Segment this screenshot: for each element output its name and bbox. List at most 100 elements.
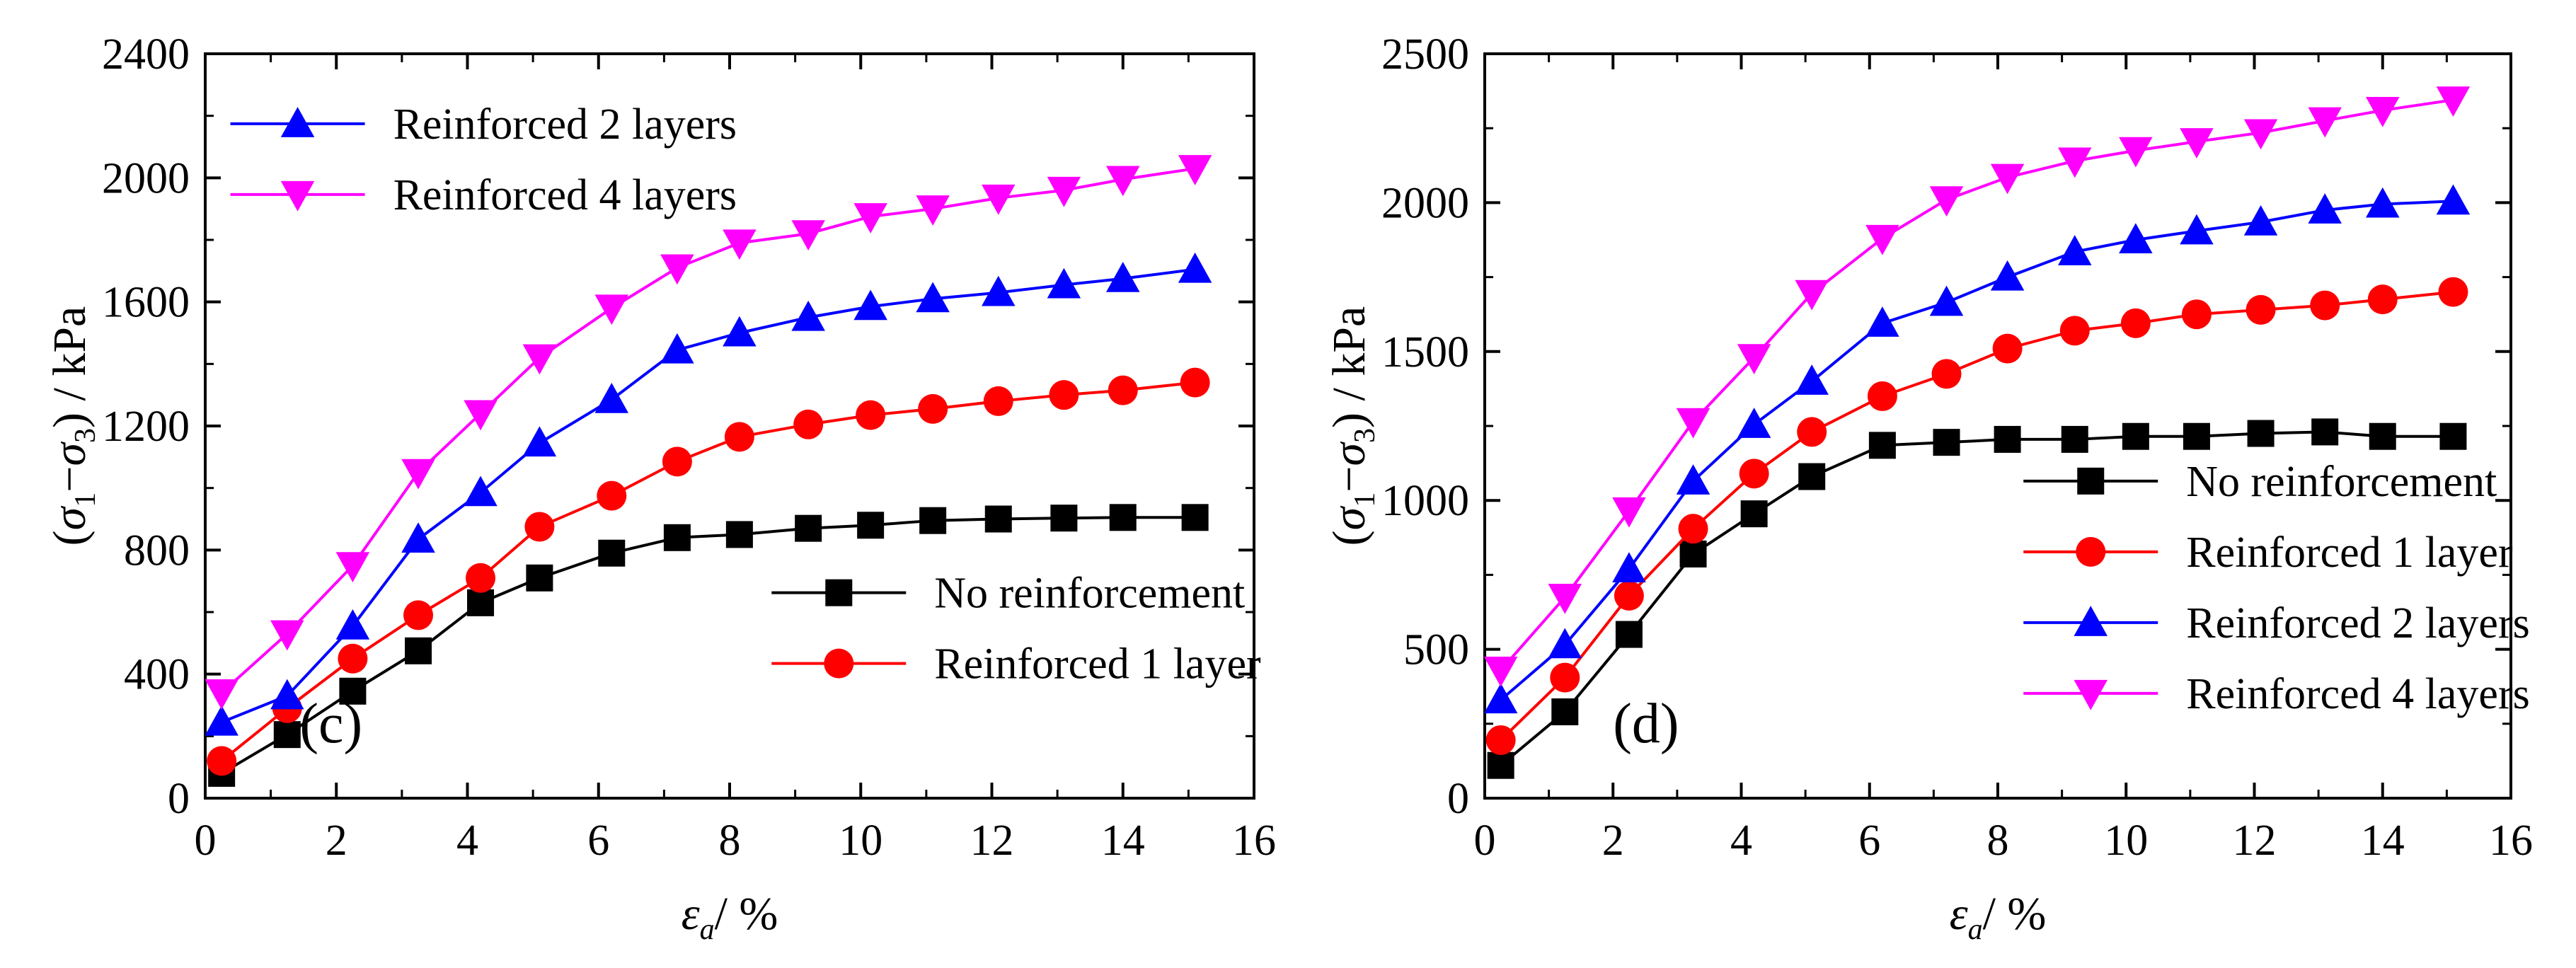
legend-item: Reinforced 2 layers: [230, 100, 737, 149]
data-point: [1798, 463, 1826, 490]
legend-item: Reinforced 1 layer: [771, 640, 1261, 688]
panel-label: (d): [1613, 693, 1679, 755]
legend-bottom-right: No reinforcement Reinforced 1 layer Reinfo…: [2023, 458, 2530, 718]
data-point: [1990, 163, 2025, 195]
y-axis-paren: (: [1323, 530, 1375, 546]
y-tick-label: 1500: [1381, 328, 1469, 376]
data-point: [1550, 662, 1580, 693]
data-point: [1050, 505, 1078, 532]
data-point: [660, 333, 694, 364]
data-point: [335, 552, 370, 582]
y-axis-sigma1: σ: [1323, 505, 1375, 530]
data-point: [405, 637, 432, 664]
data-point: [1109, 504, 1137, 531]
data-point: [207, 746, 237, 776]
series-no-reinforcement: [208, 504, 1209, 787]
series-reinforced-4-layers: [205, 155, 1212, 710]
legend-bottom-right: No reinforcement Reinforced 1 layer: [771, 570, 1261, 688]
data-point: [2058, 147, 2092, 178]
legend-label: Reinforced 1 layer: [2186, 529, 2513, 577]
data-point: [1178, 252, 1212, 283]
data-point: [723, 229, 757, 260]
data-point: [594, 294, 629, 325]
x-tick-label: 6: [1858, 817, 1880, 865]
series-line: [1500, 98, 2454, 672]
legend-marker: [280, 180, 315, 212]
y-tick-label: 2500: [1381, 30, 1469, 79]
legend-label: Reinforced 4 layers: [393, 171, 737, 219]
data-point: [2061, 425, 2088, 453]
data-point: [1614, 580, 1644, 611]
data-point: [1548, 628, 1582, 659]
legend-label: Reinforced 1 layer: [934, 640, 1261, 688]
legend-label: No reinforcement: [2186, 458, 2497, 506]
data-point: [1106, 166, 1140, 197]
x-axis-title: εa/ %: [682, 888, 778, 946]
data-point: [2247, 420, 2275, 447]
x-tick-label: 2: [1602, 817, 1624, 865]
legend-marker: [824, 648, 854, 679]
y-axis-minus: −: [1323, 466, 1375, 492]
data-point: [270, 620, 304, 651]
data-point: [1737, 408, 1771, 438]
data-point: [2436, 184, 2471, 215]
data-point: [791, 300, 825, 331]
legend-top-left: Reinforced 2 layers Reinforced 4 layers: [230, 100, 737, 219]
x-tick-label: 8: [719, 817, 741, 865]
data-point: [1483, 683, 1518, 714]
data-point: [597, 480, 627, 511]
data-point: [1551, 698, 1579, 725]
data-point: [1676, 464, 1710, 495]
data-point: [2122, 422, 2149, 450]
data-point: [2180, 214, 2214, 245]
data-point: [1737, 344, 1771, 374]
data-point: [2308, 193, 2342, 224]
series-line: [220, 167, 1195, 694]
legend-label: Reinforced 2 layers: [393, 100, 737, 149]
x-tick-label: 0: [1474, 817, 1496, 865]
x-tick-label: 0: [195, 817, 217, 865]
y-axis-sub3: 3: [1349, 428, 1381, 443]
data-point: [1994, 425, 2021, 453]
data-point: [526, 564, 553, 592]
legend-marker: [2076, 536, 2106, 567]
data-point: [984, 505, 1012, 533]
data-point: [464, 400, 498, 431]
data-point: [724, 422, 754, 452]
data-point: [2243, 119, 2278, 150]
data-point: [2180, 128, 2214, 159]
x-axis-unit: / %: [715, 888, 778, 940]
data-point: [1678, 514, 1708, 544]
data-point: [2436, 86, 2471, 117]
data-point: [1181, 504, 1209, 531]
data-point: [1047, 176, 1081, 207]
legend-marker: [2074, 679, 2108, 710]
y-tick-label: 1600: [102, 279, 190, 327]
x-tick-label: 14: [1101, 817, 1145, 865]
data-point: [2439, 422, 2467, 450]
y-axis-sub1: 1: [69, 492, 102, 507]
data-point: [1868, 432, 1896, 459]
data-point: [1106, 262, 1140, 292]
legend-label: No reinforcement: [934, 570, 1245, 618]
data-point: [1679, 540, 1707, 567]
y-tick-label: 1200: [102, 403, 190, 451]
data-point: [464, 476, 498, 507]
data-point: [1615, 621, 1643, 648]
x-tick-label: 2: [326, 817, 347, 865]
data-point: [2059, 316, 2090, 346]
data-point: [522, 344, 557, 375]
data-point: [1178, 155, 1212, 185]
data-point: [1485, 725, 1516, 755]
x-axis-subscript: a: [700, 914, 715, 946]
data-point: [982, 184, 1016, 215]
legend-marker: [280, 107, 315, 137]
data-point: [663, 524, 691, 551]
x-tick-label: 6: [587, 817, 609, 865]
data-point: [1867, 381, 1897, 411]
x-tick-label: 8: [1987, 817, 2009, 865]
data-point: [1612, 497, 1646, 528]
series-line: [220, 381, 1195, 762]
y-axis-sub1: 1: [1349, 492, 1381, 507]
x-tick-label: 16: [2489, 817, 2533, 865]
